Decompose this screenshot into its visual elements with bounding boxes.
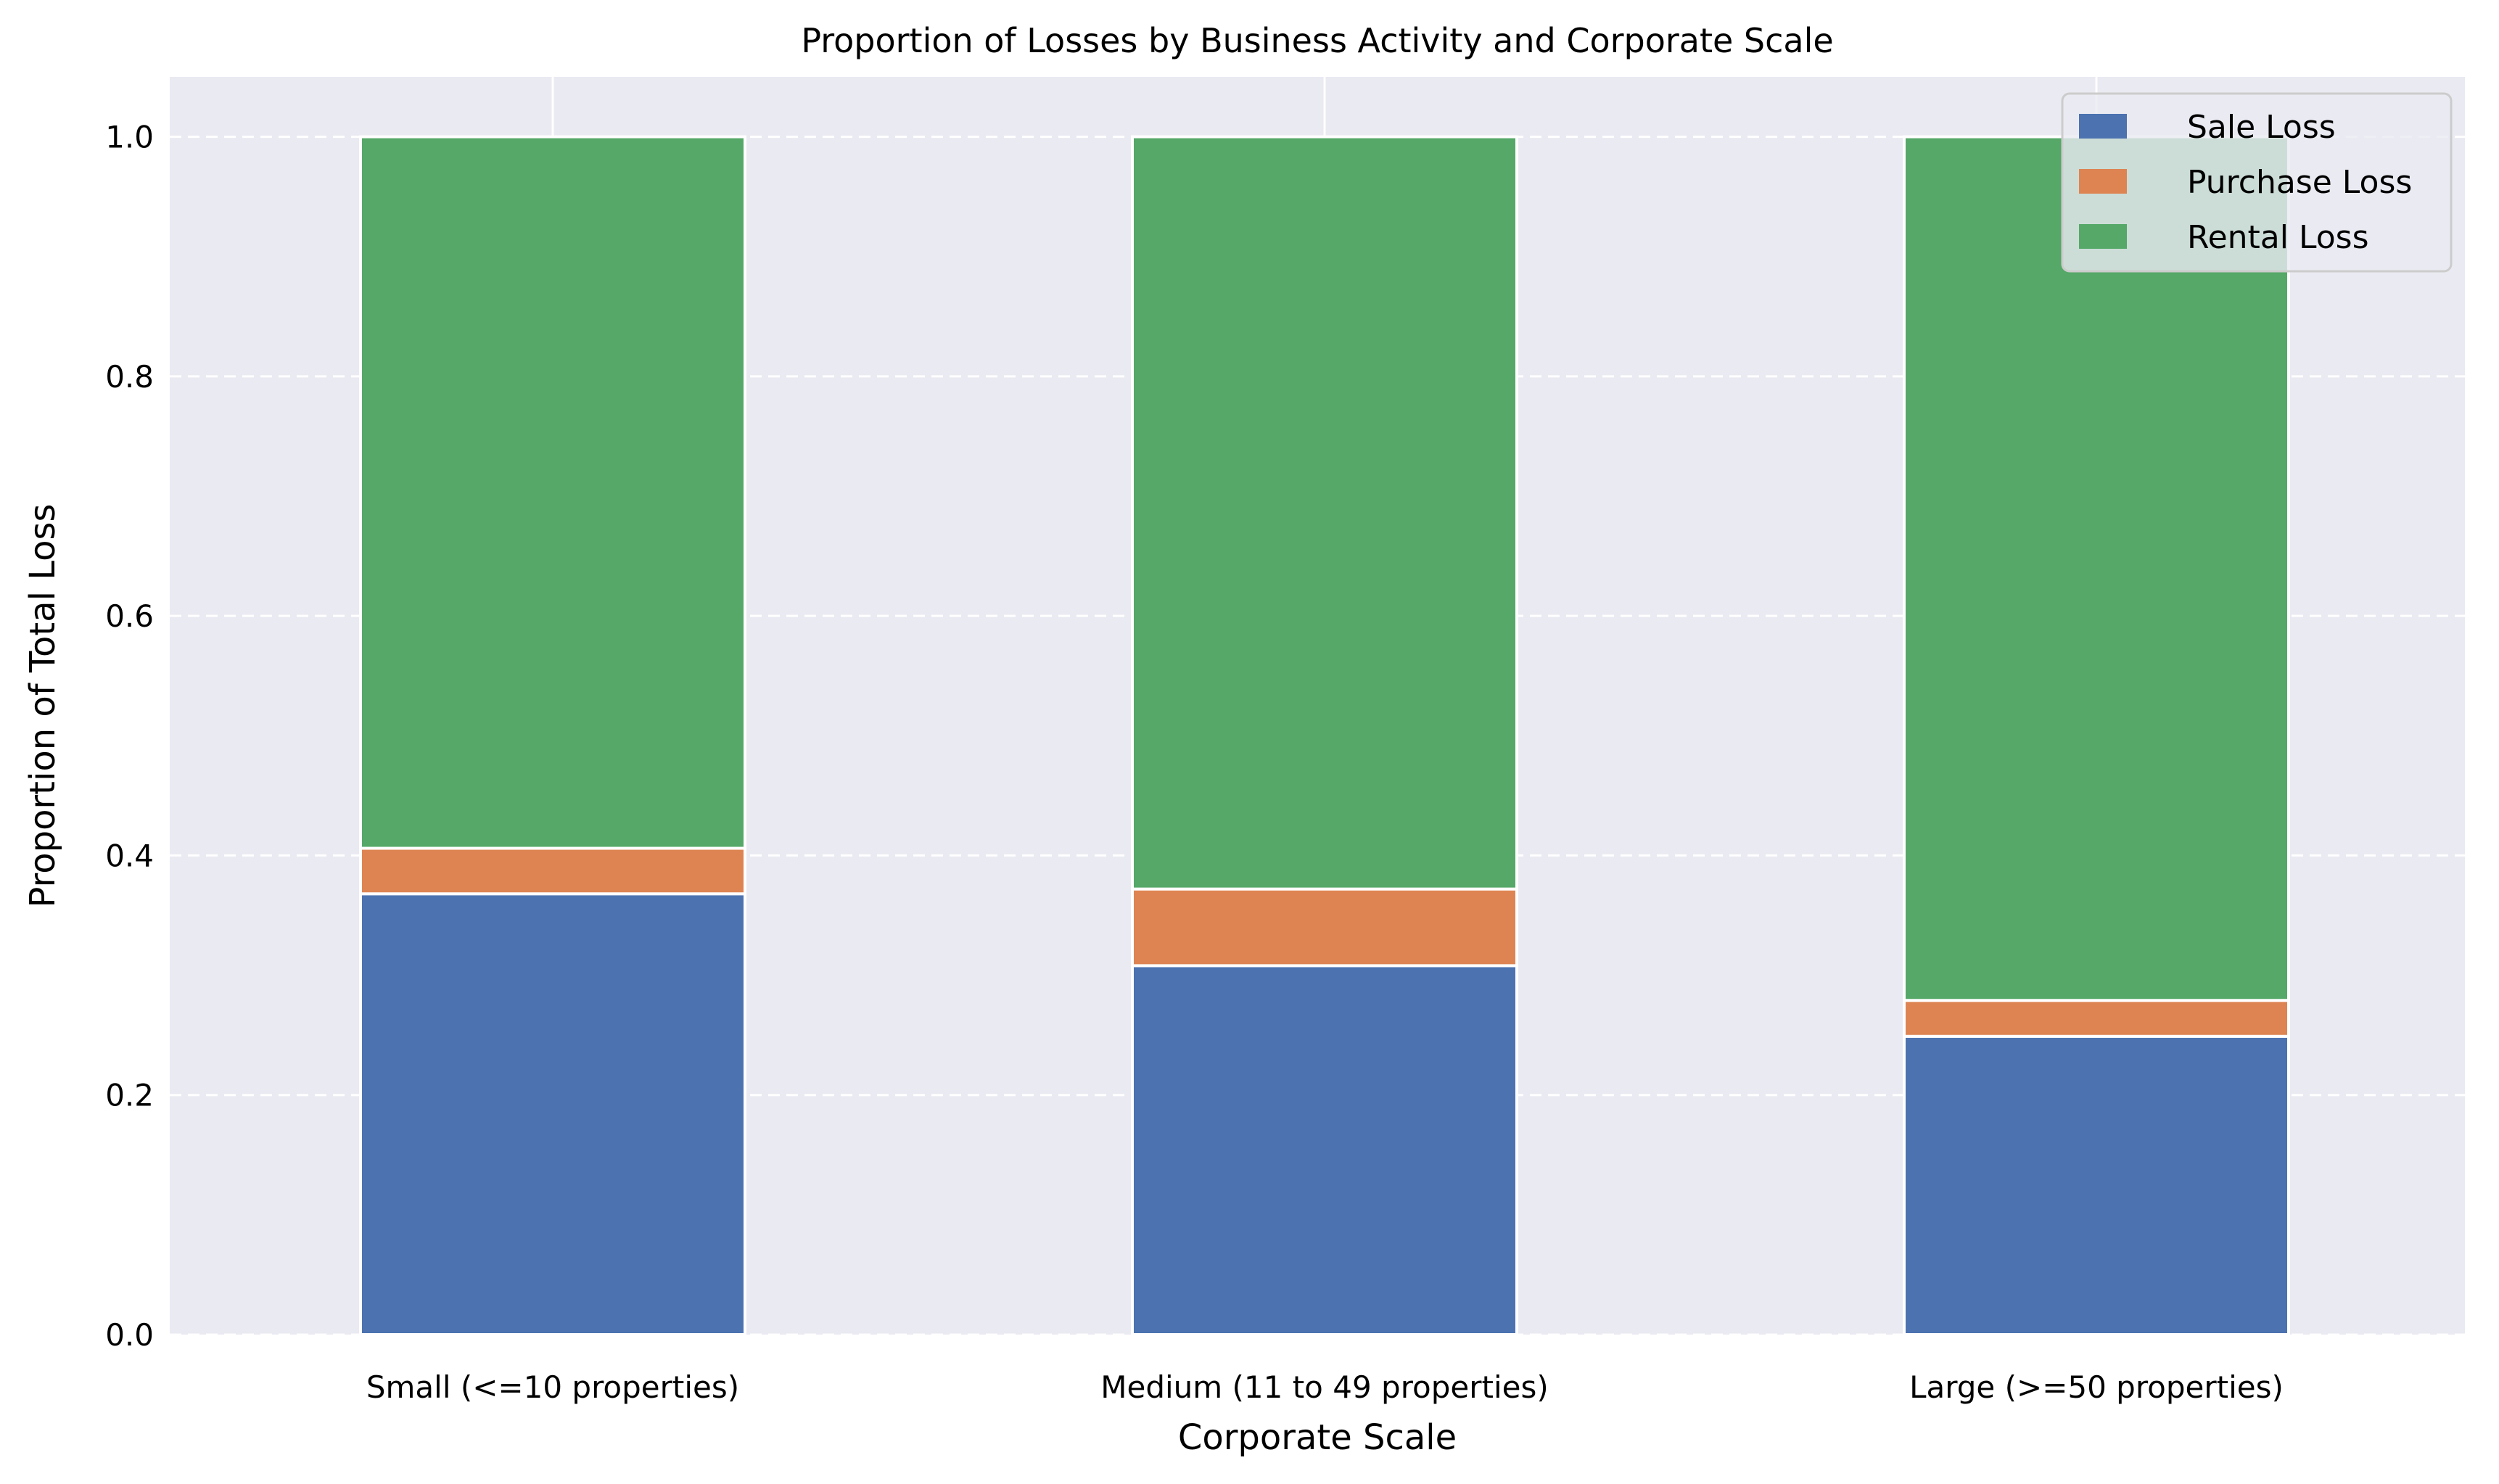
x-tick-label-2: Large (>=50 properties): [1909, 1369, 2284, 1405]
legend-swatch-rental: [2079, 224, 2127, 249]
y-tick-label-4: 0.8: [105, 359, 154, 395]
bar-rental-loss-0: [359, 135, 746, 850]
y-tick-label-0: 0.0: [105, 1317, 154, 1353]
legend-label-sale: Sale Loss: [2187, 109, 2336, 146]
bars: [359, 135, 2290, 1337]
legend-swatch-purchase: [2079, 169, 2127, 194]
bar-rental-loss-2: [1903, 135, 2290, 1002]
x-tick-label-0: Small (<=10 properties): [366, 1369, 739, 1405]
y-tick-label-5: 1.0: [105, 120, 154, 155]
y-tick-label-3: 0.6: [105, 598, 154, 634]
legend: Sale Loss Purchase Loss Rental Loss: [2061, 92, 2453, 273]
y-axis-label: Proportion of Total Loss: [22, 503, 63, 907]
bar-purchase-loss-0: [359, 846, 746, 896]
bar-purchase-loss-2: [1903, 999, 2290, 1038]
y-tick-label-1: 0.2: [105, 1078, 154, 1113]
x-tick-label-1: Medium (11 to 49 properties): [1100, 1369, 1549, 1405]
bar-sale-loss-0: [359, 892, 746, 1336]
bar-purchase-loss-1: [1131, 887, 1518, 968]
legend-box: [2061, 92, 2453, 273]
y-tick-label-2: 0.4: [105, 838, 154, 873]
bar-rental-loss-1: [1131, 135, 1518, 891]
legend-label-rental: Rental Loss: [2187, 219, 2369, 256]
bar-sale-loss-2: [1903, 1034, 2290, 1337]
tick-labels: 0.0 0.2 0.4 0.6 0.8 1.0 Small (<=10 properties…: [105, 120, 2284, 1405]
legend-swatch-sale: [2079, 114, 2127, 139]
legend-label-purchase: Purchase Loss: [2187, 164, 2412, 201]
x-axis-label: Corporate Scale: [1178, 1417, 1457, 1458]
chart-title: Proportion of Losses by Business Activit…: [801, 21, 1833, 60]
bar-sale-loss-1: [1131, 964, 1518, 1336]
